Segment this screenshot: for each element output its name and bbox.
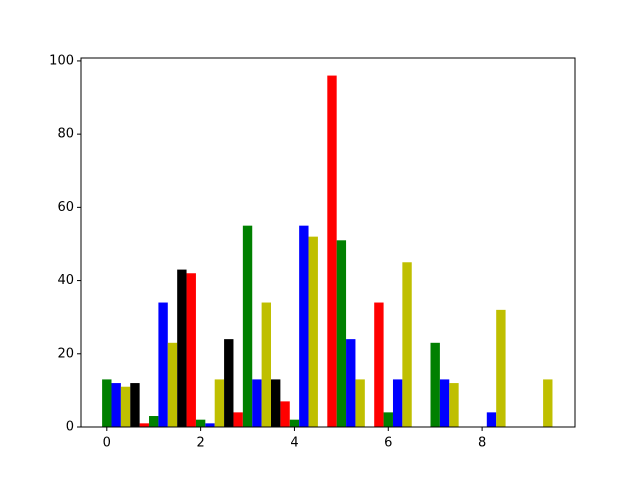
y-tick-label: 20: [57, 346, 74, 361]
bar: [402, 262, 412, 427]
bar: [271, 379, 281, 427]
bar: [102, 379, 112, 427]
plot-frame: [80, 57, 576, 428]
bar: [111, 383, 121, 427]
bar: [439, 379, 450, 427]
bar: [392, 379, 403, 427]
bar: [167, 342, 178, 427]
bar: [261, 302, 271, 427]
x-tick-label: 2: [196, 436, 204, 451]
bar: [149, 416, 159, 427]
bar: [186, 273, 196, 427]
bar: [242, 225, 253, 427]
bar: [299, 225, 309, 427]
bar: [496, 309, 506, 427]
bar: [130, 383, 140, 427]
bar: [336, 240, 347, 427]
bar: [177, 269, 187, 427]
bar: [355, 379, 365, 427]
bar: [486, 412, 497, 427]
bar: [214, 379, 225, 427]
bar: [158, 302, 168, 427]
bar: [224, 339, 234, 427]
bar: [543, 379, 553, 427]
x-tick-label: 8: [478, 436, 486, 451]
bar: [308, 236, 318, 427]
x-tick-label: 6: [384, 436, 392, 451]
bar: [233, 412, 243, 427]
bar: [449, 383, 459, 427]
bar: [195, 419, 206, 427]
bar: [346, 339, 356, 427]
x-tick-label: 0: [103, 436, 111, 451]
bar: [139, 423, 150, 427]
y-tick-label: 100: [49, 53, 74, 68]
x-tick-label: 4: [290, 436, 298, 451]
bar: [374, 302, 384, 427]
y-tick-label: 60: [57, 200, 74, 215]
y-tick-label: 80: [57, 127, 74, 142]
bar: [120, 386, 131, 427]
bar: [289, 419, 300, 427]
bar: [430, 342, 440, 427]
bar: [205, 423, 215, 427]
bar: [280, 401, 290, 427]
y-tick-label: 40: [57, 273, 74, 288]
bar: [383, 412, 393, 427]
bar: [327, 75, 337, 428]
bar: [252, 379, 262, 427]
y-tick-label: 0: [66, 420, 74, 435]
